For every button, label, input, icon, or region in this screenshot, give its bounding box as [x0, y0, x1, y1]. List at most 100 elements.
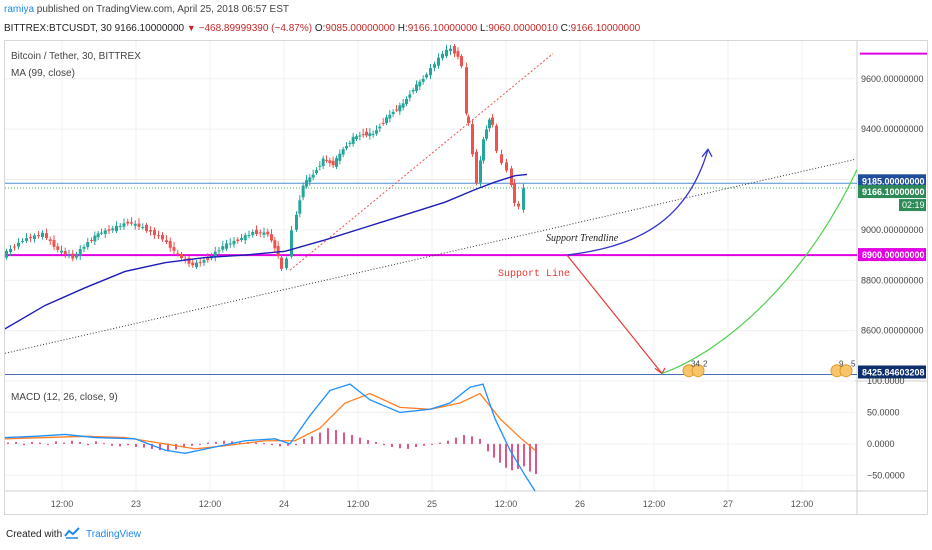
event-marker-b-circle [839, 364, 853, 378]
close-value: 9166.10000000 [570, 23, 641, 34]
candle-body [425, 74, 428, 78]
candle-body [421, 78, 425, 82]
support-line-label: Support Line [498, 268, 570, 280]
candle-body [482, 139, 485, 161]
macd-histogram-bar [279, 443, 281, 447]
candle-body [381, 122, 385, 124]
macd-histogram-bar [517, 443, 519, 469]
candle-body [115, 225, 118, 232]
candle-body [236, 239, 240, 242]
chart-area[interactable]: 12:00 23 12:00 24 12:00 25 12:00 26 12:00 27 12:00… [4, 40, 928, 515]
macd-histogram-bar [493, 443, 495, 458]
candle-body [429, 67, 432, 76]
down-triangle-icon: ▼ [186, 23, 196, 33]
macd-histogram-bar [271, 443, 273, 446]
macd-histogram-bar [87, 443, 89, 446]
candle-body [308, 177, 312, 183]
candle-body [311, 174, 315, 178]
candle-body [348, 142, 352, 144]
candle-body [295, 214, 298, 230]
candle-body [449, 48, 452, 52]
price-chart-svg[interactable]: 12:00 23 12:00 24 12:00 25 12:00 26 12:00 27 12:00… [5, 41, 927, 514]
candle-body [255, 229, 258, 234]
candle-body [100, 232, 103, 234]
support-price-label-bg [858, 248, 926, 262]
candle-body [301, 185, 305, 198]
candle-body [298, 200, 302, 214]
candle-body [276, 246, 280, 256]
macd-histogram-bar [111, 443, 113, 446]
macd-histogram-bar [183, 443, 185, 448]
candle-body [107, 229, 111, 231]
candle-body [441, 53, 444, 59]
candle-body [467, 116, 470, 123]
trend-price-label: 9185.00000000 [862, 176, 925, 186]
macd-histogram-bar [231, 441, 233, 444]
x-tick-label: 12:00 [347, 499, 370, 509]
candle-body [285, 258, 288, 269]
macd-histogram-bar [303, 438, 305, 444]
macd-histogram-bar [463, 435, 465, 444]
macd-histogram-bar [487, 443, 489, 452]
tradingview-logo-icon [64, 527, 80, 539]
macd-histogram-bar [47, 443, 49, 445]
macd-histogram-bar [23, 443, 25, 446]
low-value: 9060.00000010 [488, 23, 558, 34]
support-trendline [5, 158, 856, 354]
candle-body [375, 130, 378, 134]
macd-histogram-bar [439, 442, 441, 444]
created-with-text: Created with [6, 529, 63, 540]
candle-body [37, 235, 40, 237]
candle-body [485, 129, 488, 139]
candle-body [111, 228, 115, 231]
candle-body [433, 64, 436, 68]
candle-body [460, 56, 463, 67]
candle-body [290, 230, 293, 257]
publisher-link[interactable]: ramiya [4, 4, 35, 15]
candle-body [266, 231, 270, 235]
candle-body [315, 170, 318, 173]
projection-arrowhead [701, 148, 713, 158]
macd-histogram-bar [143, 443, 145, 448]
candle-body [456, 51, 460, 57]
high-label: H: [397, 23, 408, 34]
macd-legend: MACD (12, 26, close, 9) [11, 392, 118, 403]
candle-body [45, 233, 48, 239]
candle-body [198, 262, 202, 264]
open-value: 9085.00000000 [325, 23, 395, 34]
ma-legend: MA (99, close) [11, 68, 75, 79]
x-tick-label: 23 [131, 499, 141, 509]
macd-histogram-bar [367, 440, 369, 444]
candle-body [232, 240, 236, 245]
candle-body [270, 234, 273, 241]
support-price-label: 8900.00000000 [862, 250, 925, 260]
candle-body [157, 235, 160, 237]
candle-body [93, 235, 97, 242]
macd-histogram-bar [119, 443, 121, 447]
candle-body [453, 46, 456, 54]
x-tick-label: 25 [427, 499, 437, 509]
macd-histogram-bar [103, 443, 105, 445]
candle-body [325, 159, 328, 161]
candle-body [78, 248, 82, 256]
macd-histogram-bar [263, 443, 265, 445]
candle-body [280, 257, 283, 269]
macd-histogram-bar [455, 437, 457, 444]
candle-body [401, 103, 405, 108]
candle-body [172, 247, 176, 251]
candle-body [25, 238, 28, 241]
publish-info: ramiya published on TradingView.com, Apr… [4, 4, 289, 15]
macd-histogram-bar [95, 441, 97, 444]
event-marker-b-label: 5 [851, 360, 856, 369]
macd-histogram-bar [471, 436, 473, 444]
macd-histogram-bar [535, 443, 537, 475]
candle-body [240, 238, 243, 240]
candle-body [133, 223, 137, 226]
tradingview-brand[interactable]: TradingView [86, 529, 142, 540]
macd-histogram-bar [447, 440, 449, 444]
macd-histogram-bar [191, 443, 193, 446]
candle-body [371, 133, 375, 135]
candle-body [221, 246, 225, 250]
y-tick-label: 9600.00000000 [861, 74, 924, 84]
candle-body [96, 233, 100, 238]
